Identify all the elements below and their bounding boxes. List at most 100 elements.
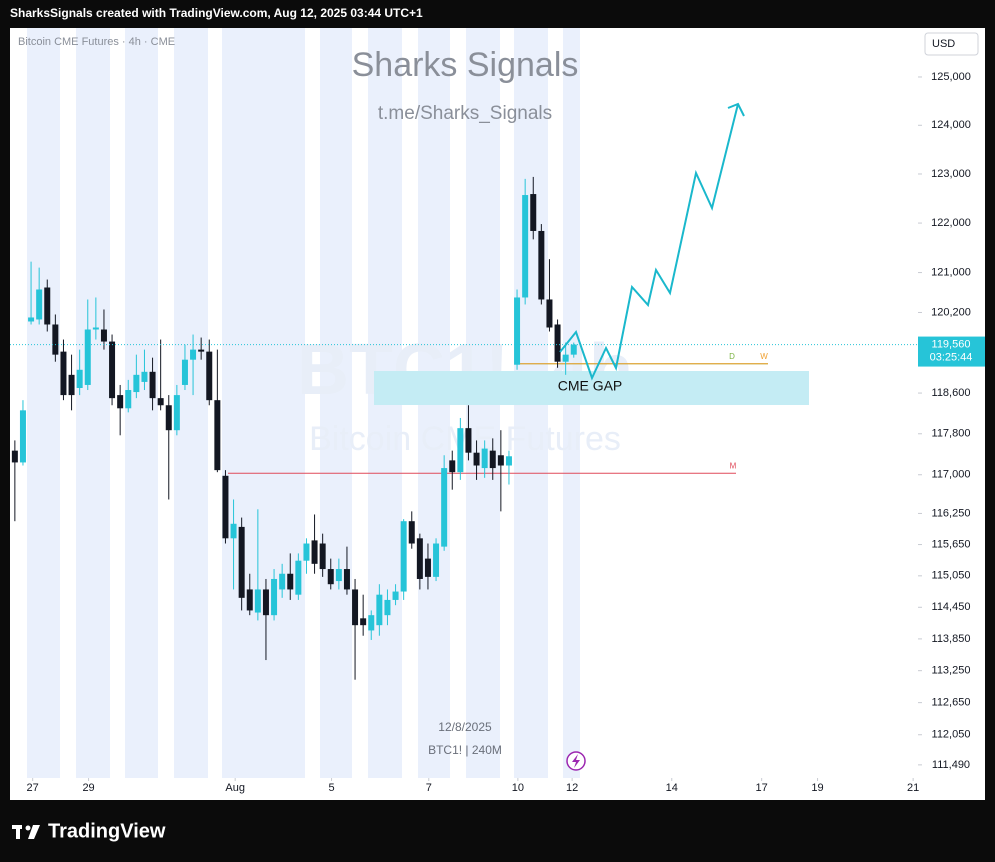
candle-body bbox=[157, 398, 164, 406]
chart-subtitle: t.me/Sharks_Signals bbox=[378, 103, 552, 124]
projection-arrowhead bbox=[727, 102, 745, 117]
candle-body bbox=[400, 521, 407, 592]
currency-box[interactable] bbox=[924, 32, 979, 56]
candle-body bbox=[376, 594, 383, 626]
candle-body bbox=[424, 558, 431, 577]
session-band bbox=[76, 28, 110, 778]
candle-body bbox=[190, 349, 197, 360]
candle-body bbox=[141, 371, 148, 382]
session-band bbox=[320, 28, 352, 778]
x-tick-label: 29 bbox=[82, 782, 94, 794]
candle-body bbox=[416, 538, 423, 579]
x-tick-label: 7 bbox=[426, 782, 432, 794]
candle-body bbox=[546, 299, 553, 328]
candle-body bbox=[214, 400, 221, 471]
x-tick-label: Aug bbox=[225, 782, 245, 794]
candle-body bbox=[465, 428, 472, 453]
candle-body bbox=[52, 324, 59, 355]
header-text: SharksSignals created with TradingView.c… bbox=[10, 6, 423, 20]
candle-body bbox=[311, 540, 318, 564]
candle-body bbox=[254, 589, 261, 613]
candle-body bbox=[125, 390, 132, 409]
candle-body bbox=[368, 615, 375, 631]
candle-body bbox=[198, 349, 205, 352]
y-tick-label: 113,250 bbox=[932, 665, 971, 677]
footer-logo bbox=[12, 825, 40, 839]
watermark-subtitle: Bitcoin CME Futures bbox=[309, 420, 621, 458]
y-tick-label: 125,000 bbox=[931, 71, 971, 83]
candle-body bbox=[449, 460, 456, 473]
candle-body bbox=[262, 589, 269, 616]
event-icon-bolt bbox=[572, 754, 580, 768]
candle-body bbox=[76, 369, 83, 388]
axes: 125,000 124,000 123,000 122,000 121,000 120,2… bbox=[27, 71, 985, 794]
candle-body bbox=[352, 589, 359, 626]
x-tick-label: 17 bbox=[756, 782, 768, 794]
candle-body bbox=[206, 351, 213, 401]
level-label: W bbox=[760, 352, 768, 361]
candle-body bbox=[173, 395, 180, 431]
price-axis bbox=[918, 28, 985, 778]
candle-body bbox=[562, 354, 569, 362]
candle-body bbox=[181, 359, 188, 385]
candle-body bbox=[68, 374, 75, 396]
y-tick-label: 112,650 bbox=[932, 697, 971, 709]
y-tick-label: 118,600 bbox=[932, 387, 971, 399]
candle-body bbox=[392, 591, 399, 600]
chart-title: Sharks Signals bbox=[352, 46, 579, 84]
candle-body bbox=[514, 297, 521, 365]
candle-body bbox=[238, 526, 245, 598]
candle-body bbox=[19, 410, 26, 463]
candle-body bbox=[92, 327, 99, 330]
candle-body bbox=[319, 543, 326, 570]
y-tick-label: 112,050 bbox=[932, 729, 971, 741]
candle-body bbox=[538, 230, 545, 300]
candle-body bbox=[497, 455, 504, 466]
symbol-label: Bitcoin CME Futures · 4h · CME bbox=[18, 36, 175, 48]
countdown-label: 03:25:44 bbox=[930, 351, 973, 363]
currency-label: USD bbox=[932, 38, 955, 50]
y-tick-label: 116,250 bbox=[932, 507, 971, 519]
cursor-info: BTC1! | 240M bbox=[428, 743, 502, 757]
candle-body bbox=[408, 521, 415, 544]
candle-body bbox=[327, 569, 334, 585]
candle-body bbox=[44, 287, 51, 325]
candle-body bbox=[230, 523, 237, 539]
candle-body bbox=[11, 450, 18, 463]
y-tick-label: 123,000 bbox=[931, 168, 971, 180]
plot-area: D W M bbox=[10, 176, 918, 680]
candle-body bbox=[530, 194, 537, 231]
candle-body bbox=[36, 289, 43, 320]
candle-body bbox=[481, 448, 488, 469]
candle-body bbox=[100, 329, 107, 342]
candle-body bbox=[505, 456, 512, 466]
candle-body bbox=[570, 344, 577, 355]
candle-body bbox=[60, 351, 67, 396]
logo-part bbox=[16, 825, 20, 839]
level-label: D bbox=[729, 352, 735, 361]
y-tick-label: 121,000 bbox=[931, 266, 971, 278]
candle-body bbox=[360, 618, 367, 626]
candle-body bbox=[335, 569, 342, 582]
x-tick-label: 14 bbox=[666, 782, 678, 794]
x-tick-label: 21 bbox=[907, 782, 919, 794]
last-price-label: 119,560 bbox=[932, 338, 971, 350]
x-tick-label: 27 bbox=[27, 782, 39, 794]
candle-body bbox=[489, 450, 496, 469]
x-tick-label: 12 bbox=[566, 782, 578, 794]
candle-body bbox=[109, 341, 116, 399]
candle-body bbox=[554, 324, 561, 362]
y-tick-label: 115,050 bbox=[932, 570, 971, 582]
y-tick-label: 117,000 bbox=[932, 469, 971, 481]
cursor-date: 12/8/2025 bbox=[438, 720, 492, 734]
candle-body bbox=[303, 543, 310, 561]
candle-body bbox=[279, 573, 286, 590]
candle-body bbox=[84, 329, 91, 385]
x-tick-label: 19 bbox=[811, 782, 823, 794]
footer-brand: TradingView bbox=[48, 820, 166, 842]
candle-body bbox=[522, 195, 529, 298]
candle-body bbox=[133, 374, 140, 393]
y-tick-label: 124,000 bbox=[931, 119, 971, 131]
